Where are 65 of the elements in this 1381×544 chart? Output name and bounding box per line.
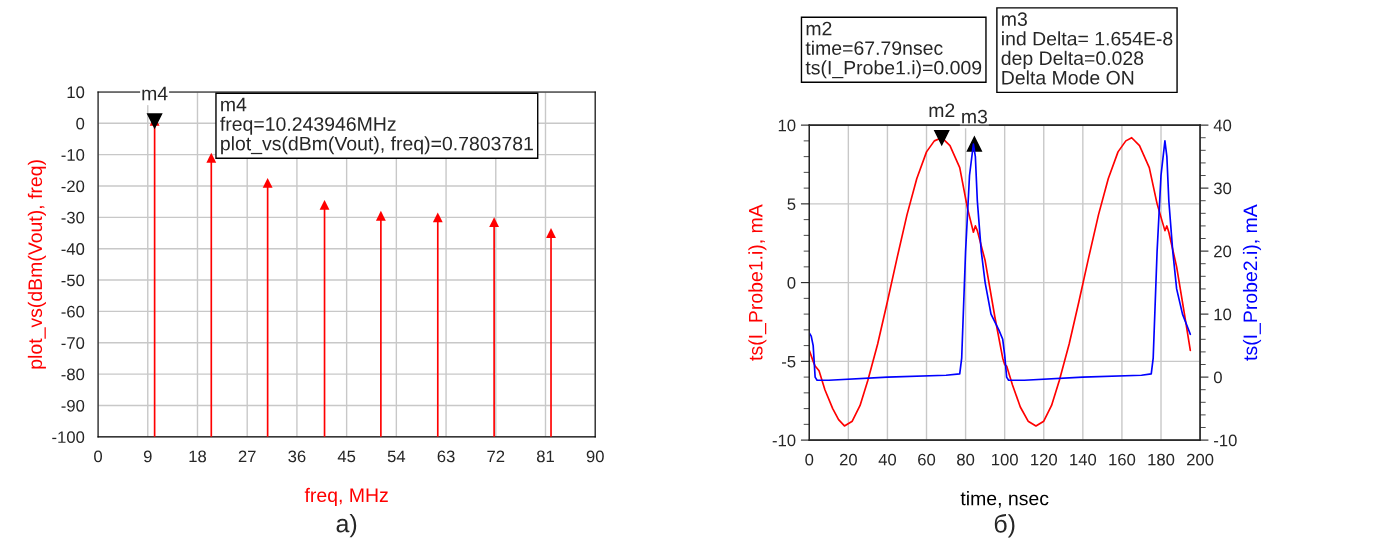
- y2-tick-label: 20: [1214, 245, 1232, 258]
- annotation: m2: [929, 103, 955, 118]
- y-tick-label: -50: [61, 274, 85, 287]
- point: [206, 152, 217, 163]
- point: [489, 217, 500, 227]
- x-tick-label: 60: [918, 453, 936, 466]
- y-tick-label: -70: [61, 337, 85, 349]
- x-axis-title: time, nsec: [960, 491, 1049, 508]
- text: б): [994, 514, 1015, 538]
- y2-axis-title: ts(I_Probe2.i), mA: [1242, 204, 1262, 361]
- text: а): [336, 514, 357, 538]
- x-tick-label: 0: [805, 453, 814, 466]
- x-tick-label: 54: [387, 450, 406, 463]
- x-tick-label: 27: [238, 450, 256, 463]
- y-axis-title: ts(I_Probe1.i), mA: [748, 204, 767, 361]
- x-tick-label: 90: [586, 450, 604, 463]
- x-tick-label: 40: [878, 453, 897, 466]
- y-tick-label: -40: [61, 243, 85, 255]
- x-tick-label: 63: [437, 450, 455, 463]
- x-tick-label: 72: [487, 450, 505, 463]
- x-tick-label: 140: [1070, 453, 1097, 466]
- x-tick-label: 0: [94, 450, 103, 463]
- point: [262, 177, 273, 188]
- y-tick-label: -20: [61, 180, 85, 193]
- y-tick-label: 10: [778, 119, 796, 132]
- y2-tick-label: 30: [1213, 182, 1232, 195]
- x-tick-label: 81: [536, 450, 554, 463]
- y2-tick-label: 40: [1213, 119, 1232, 132]
- y-tick-label: -30: [61, 211, 85, 224]
- y-axis-title: plot_vs(dBm(Vout), freq): [27, 160, 46, 369]
- x-tick-label: 45: [337, 450, 356, 463]
- y-tick-label: -5: [781, 355, 796, 368]
- x-tick-label: 120: [1031, 453, 1058, 466]
- x-tick-label: 200: [1187, 453, 1214, 466]
- text: m2 time=67.79nsec ts(I_Probe1.i)=0.009: [805, 21, 982, 79]
- y-tick-label: 0: [76, 117, 85, 130]
- annotation: m4: [142, 86, 168, 101]
- x-tick-label: 100: [992, 453, 1018, 466]
- point: [432, 212, 443, 223]
- y2-tick-label: -10: [1214, 434, 1237, 447]
- y2-tick-label: 0: [1213, 371, 1222, 384]
- x-axis-title: freq, MHz: [304, 487, 388, 506]
- x-tick-label: 180: [1148, 453, 1175, 466]
- y2-tick-label: 10: [1214, 308, 1232, 321]
- y-tick-label: -100: [52, 431, 85, 444]
- point: [375, 210, 386, 221]
- y-tick-label: 5: [787, 198, 796, 211]
- y-tick-label: -90: [61, 399, 85, 412]
- y-tick-label: 10: [67, 86, 85, 99]
- point: [546, 228, 556, 238]
- annotation: m4 freq=10.243946MHz plot_vs(dBm(Vout), freq)=0.7803781: [220, 97, 533, 155]
- y-tick-label: 0: [787, 277, 796, 289]
- point: [319, 199, 330, 210]
- x-tick-label: 160: [1109, 453, 1136, 466]
- y-tick-label: -80: [61, 368, 85, 381]
- x-tick-label: 18: [189, 450, 207, 463]
- y-tick-label: -10: [61, 149, 85, 161]
- x-tick-label: 20: [839, 453, 857, 466]
- x-tick-label: 9: [143, 450, 152, 463]
- x-tick-label: 36: [288, 450, 306, 463]
- text: m3 ind Delta= 1.654E-8 dep Delta=0.028 Delta Mode ON: [1001, 12, 1173, 85]
- annotation: m3: [962, 109, 988, 124]
- y-tick-label: -10: [772, 434, 796, 447]
- x-tick-label: 80: [957, 453, 975, 466]
- y-tick-label: -60: [61, 305, 85, 318]
